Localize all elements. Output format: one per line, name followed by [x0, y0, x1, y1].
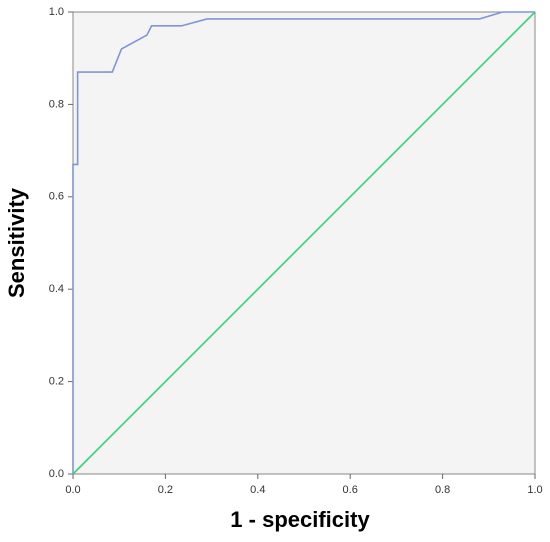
x-tick-label: 0.4 — [250, 484, 265, 496]
line — [72, 11, 536, 475]
y-tick-label: 0.4 — [49, 283, 64, 295]
x-axis-title: 1 - specificity — [230, 507, 370, 532]
y-tick-label: 0.2 — [49, 376, 64, 388]
y-tick-label: 0.6 — [49, 191, 64, 203]
y-tick-label: 0.8 — [49, 98, 64, 110]
x-tick-label: 0.6 — [343, 484, 358, 496]
x-tick-label: 0.8 — [435, 484, 450, 496]
x-tick-label: 1.0 — [527, 484, 542, 496]
y-tick-label: 0.0 — [49, 468, 64, 480]
x-tick-label: 0.2 — [158, 484, 173, 496]
y-tick-label: 1.0 — [49, 6, 64, 18]
x-tick-label: 0.0 — [65, 484, 80, 496]
y-axis-title: Sensitivity — [4, 187, 29, 298]
line — [72, 11, 535, 474]
